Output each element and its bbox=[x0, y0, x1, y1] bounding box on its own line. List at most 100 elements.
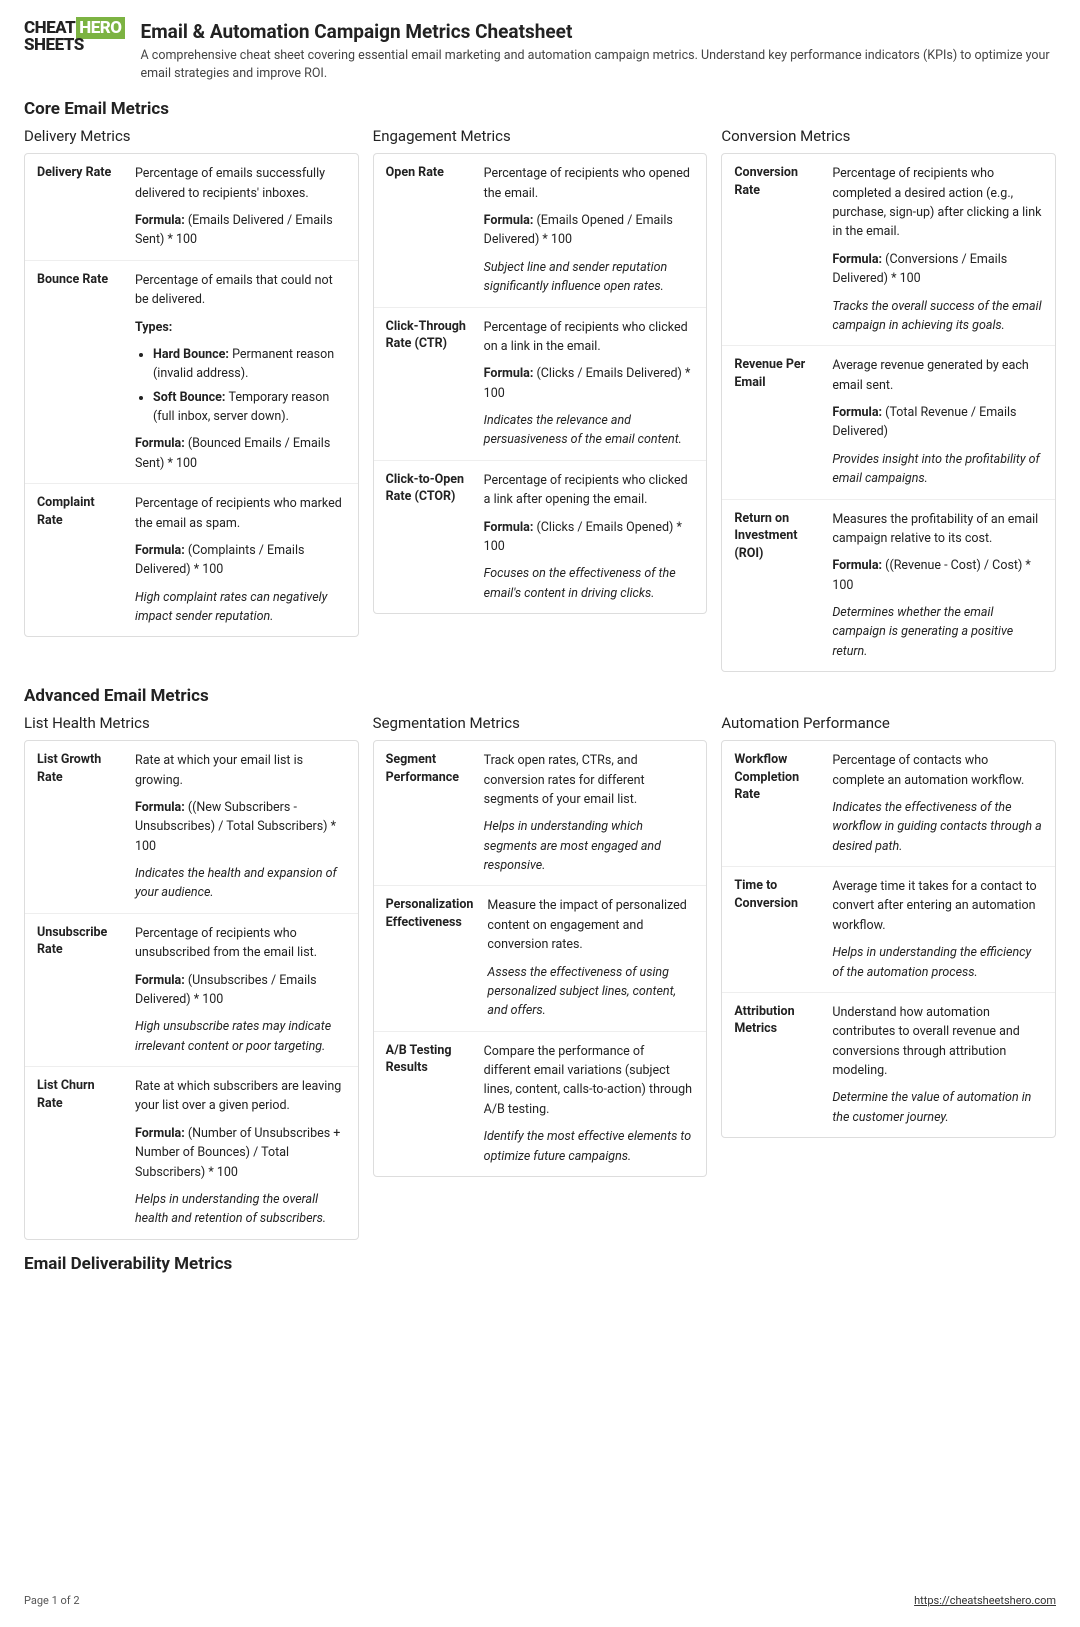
column: Engagement MetricsOpen RatePercentage of… bbox=[373, 127, 708, 672]
metric-row: Click-Through Rate (CTR)Percentage of re… bbox=[374, 307, 707, 460]
metric-description: Percentage of recipients who clicked a l… bbox=[484, 471, 695, 510]
metric-row: Return on Investment (ROI) Measures the p… bbox=[722, 499, 1055, 672]
metric-row: Complaint RatePercentage of recipients w… bbox=[25, 483, 358, 636]
metric-name: Return on Investment (ROI) bbox=[734, 510, 818, 662]
metric-name: List Growth Rate bbox=[37, 751, 121, 903]
types-item: Soft Bounce: Temporary reason (full inbo… bbox=[153, 388, 346, 427]
page-footer: Page 1 of 2 https://cheatsheetshero.com bbox=[24, 1594, 1056, 1607]
column: Segmentation MetricsSegment PerformanceT… bbox=[373, 714, 708, 1240]
metric-row: Attribution MetricsUnderstand how automa… bbox=[722, 992, 1055, 1137]
metrics-card: Segment PerformanceTrack open rates, CTR… bbox=[373, 740, 708, 1177]
metric-description: Compare the performance of different ema… bbox=[484, 1042, 695, 1120]
metric-note: Indicates the effectiveness of the workf… bbox=[832, 798, 1043, 856]
metric-body: Percentage of recipients who completed a… bbox=[832, 164, 1043, 335]
logo: CHEATHERO SHEETS bbox=[24, 20, 125, 83]
metric-note: Assess the effectiveness of using person… bbox=[487, 963, 694, 1021]
metric-row: Delivery RatePercentage of emails succes… bbox=[25, 154, 358, 260]
metric-description: Rate at which subscribers are leaving yo… bbox=[135, 1077, 346, 1116]
footer-link[interactable]: https://cheatsheetshero.com bbox=[914, 1594, 1056, 1607]
column-title: Delivery Metrics bbox=[24, 127, 359, 145]
metric-formula: Formula: ((Revenue - Cost) / Cost) * 100 bbox=[832, 556, 1043, 595]
metric-name: A/B Testing Results bbox=[386, 1042, 470, 1166]
metric-row: Revenue Per Email Average revenue generat… bbox=[722, 345, 1055, 498]
metric-body: Measures the profitability of an email c… bbox=[832, 510, 1043, 662]
metric-name: Complaint Rate bbox=[37, 494, 121, 626]
metric-name: Unsubscribe Rate bbox=[37, 924, 121, 1056]
metric-body: Percentage of recipients who clicked a l… bbox=[484, 471, 695, 603]
column-title: List Health Metrics bbox=[24, 714, 359, 732]
metric-body: Average revenue generated by each email … bbox=[832, 356, 1043, 488]
metrics-card: Conversion RatePercentage of recipients … bbox=[721, 153, 1056, 672]
metric-row: Open Rate Percentage of recipients who op… bbox=[374, 154, 707, 306]
metric-name: Delivery Rate bbox=[37, 164, 121, 250]
metric-description: Average time it takes for a contact to c… bbox=[832, 877, 1043, 935]
metric-body: Percentage of recipients who opened the … bbox=[484, 164, 695, 296]
section-title: Advanced Email Metrics bbox=[24, 686, 1056, 706]
metric-name: Segment Performance bbox=[386, 751, 470, 875]
metric-note: High unsubscribe rates may indicate irre… bbox=[135, 1017, 346, 1056]
metric-description: Percentage of recipients who unsubscribe… bbox=[135, 924, 346, 963]
metric-row: Conversion RatePercentage of recipients … bbox=[722, 154, 1055, 345]
metric-row: List Growth RateRate at which your email… bbox=[25, 741, 358, 913]
metric-note: Helps in understanding the efficiency of… bbox=[832, 943, 1043, 982]
types-label: Types: bbox=[135, 318, 346, 337]
metric-description: Percentage of contacts who complete an a… bbox=[832, 751, 1043, 790]
metric-description: Measures the profitability of an email c… bbox=[832, 510, 1043, 549]
types-list: Hard Bounce: Permanent reason (invalid a… bbox=[153, 345, 346, 427]
metric-description: Percentage of recipients who completed a… bbox=[832, 164, 1043, 242]
metric-description: Percentage of recipients who opened the … bbox=[484, 164, 695, 203]
metric-row: Bounce Rate Percentage of emails that cou… bbox=[25, 260, 358, 483]
columns: Delivery MetricsDelivery RatePercentage … bbox=[24, 127, 1056, 672]
logo-line-2: SHEETS bbox=[24, 37, 125, 54]
page-number: Page 1 of 2 bbox=[24, 1594, 80, 1607]
metric-body: Rate at which subscribers are leaving yo… bbox=[135, 1077, 346, 1229]
metric-name: Workflow Completion Rate bbox=[734, 751, 818, 856]
metric-formula: Formula: (Clicks / Emails Opened) * 100 bbox=[484, 518, 695, 557]
columns: List Health MetricsList Growth RateRate … bbox=[24, 714, 1056, 1240]
metric-name: List Churn Rate bbox=[37, 1077, 121, 1229]
metric-note: Tracks the overall success of the email … bbox=[832, 297, 1043, 336]
column-title: Engagement Metrics bbox=[373, 127, 708, 145]
column: List Health MetricsList Growth RateRate … bbox=[24, 714, 359, 1240]
metric-note: Focuses on the effectiveness of the emai… bbox=[484, 564, 695, 603]
metric-body: Percentage of emails successfully delive… bbox=[135, 164, 346, 250]
section-title: Core Email Metrics bbox=[24, 99, 1056, 119]
metric-body: Compare the performance of different ema… bbox=[484, 1042, 695, 1166]
metric-body: Percentage of recipients who unsubscribe… bbox=[135, 924, 346, 1056]
column-title: Automation Performance bbox=[721, 714, 1056, 732]
metric-row: A/B Testing ResultsCompare the performan… bbox=[374, 1031, 707, 1176]
metric-name: Click-Through Rate (CTR) bbox=[386, 318, 470, 450]
metric-formula: Formula: (Emails Opened / Emails Deliver… bbox=[484, 211, 695, 250]
metric-formula: Formula: (Bounced Emails / Emails Sent) … bbox=[135, 434, 346, 473]
metric-name: Time to Conversion bbox=[734, 877, 818, 982]
metrics-card: Open Rate Percentage of recipients who op… bbox=[373, 153, 708, 614]
column: Delivery MetricsDelivery RatePercentage … bbox=[24, 127, 359, 672]
metric-formula: Formula: (Clicks / Emails Delivered) * 1… bbox=[484, 364, 695, 403]
metric-description: Percentage of emails that could not be d… bbox=[135, 271, 346, 310]
metric-note: Helps in understanding the overall healt… bbox=[135, 1190, 346, 1229]
metric-description: Average revenue generated by each email … bbox=[832, 356, 1043, 395]
metric-body: Percentage of recipients who clicked on … bbox=[484, 318, 695, 450]
metric-row: Click-to-Open Rate (CTOR)Percentage of r… bbox=[374, 460, 707, 613]
metric-body: Percentage of recipients who marked the … bbox=[135, 494, 346, 626]
metric-formula: Formula: (Number of Unsubscribes + Numbe… bbox=[135, 1124, 346, 1182]
metric-note: Subject line and sender reputation signi… bbox=[484, 258, 695, 297]
metric-row: List Churn Rate Rate at which subscribers… bbox=[25, 1066, 358, 1239]
metric-note: Determine the value of automation in the… bbox=[832, 1088, 1043, 1127]
metric-note: Helps in understanding which segments ar… bbox=[484, 817, 695, 875]
metric-note: Provides insight into the profitability … bbox=[832, 450, 1043, 489]
metric-body: Track open rates, CTRs, and conversion r… bbox=[484, 751, 695, 875]
metric-name: Revenue Per Email bbox=[734, 356, 818, 488]
metric-description: Measure the impact of personalized conte… bbox=[487, 896, 694, 954]
column: Conversion Metrics Conversion RatePercent… bbox=[721, 127, 1056, 672]
metric-body: Percentage of contacts who complete an a… bbox=[832, 751, 1043, 856]
metric-formula: Formula: (Complaints / Emails Delivered)… bbox=[135, 541, 346, 580]
metric-name: Bounce Rate bbox=[37, 271, 121, 473]
metric-name: Personalization Effectiveness bbox=[386, 896, 474, 1020]
metric-row: Time to ConversionAverage time it takes … bbox=[722, 866, 1055, 992]
metric-row: Workflow Completion Rate Percentage of co… bbox=[722, 741, 1055, 866]
column-title: Conversion Metrics bbox=[721, 127, 1056, 145]
section-title-deliverability: Email Deliverability Metrics bbox=[24, 1254, 1056, 1274]
metric-name: Open Rate bbox=[386, 164, 470, 296]
types-item: Hard Bounce: Permanent reason (invalid a… bbox=[153, 345, 346, 384]
